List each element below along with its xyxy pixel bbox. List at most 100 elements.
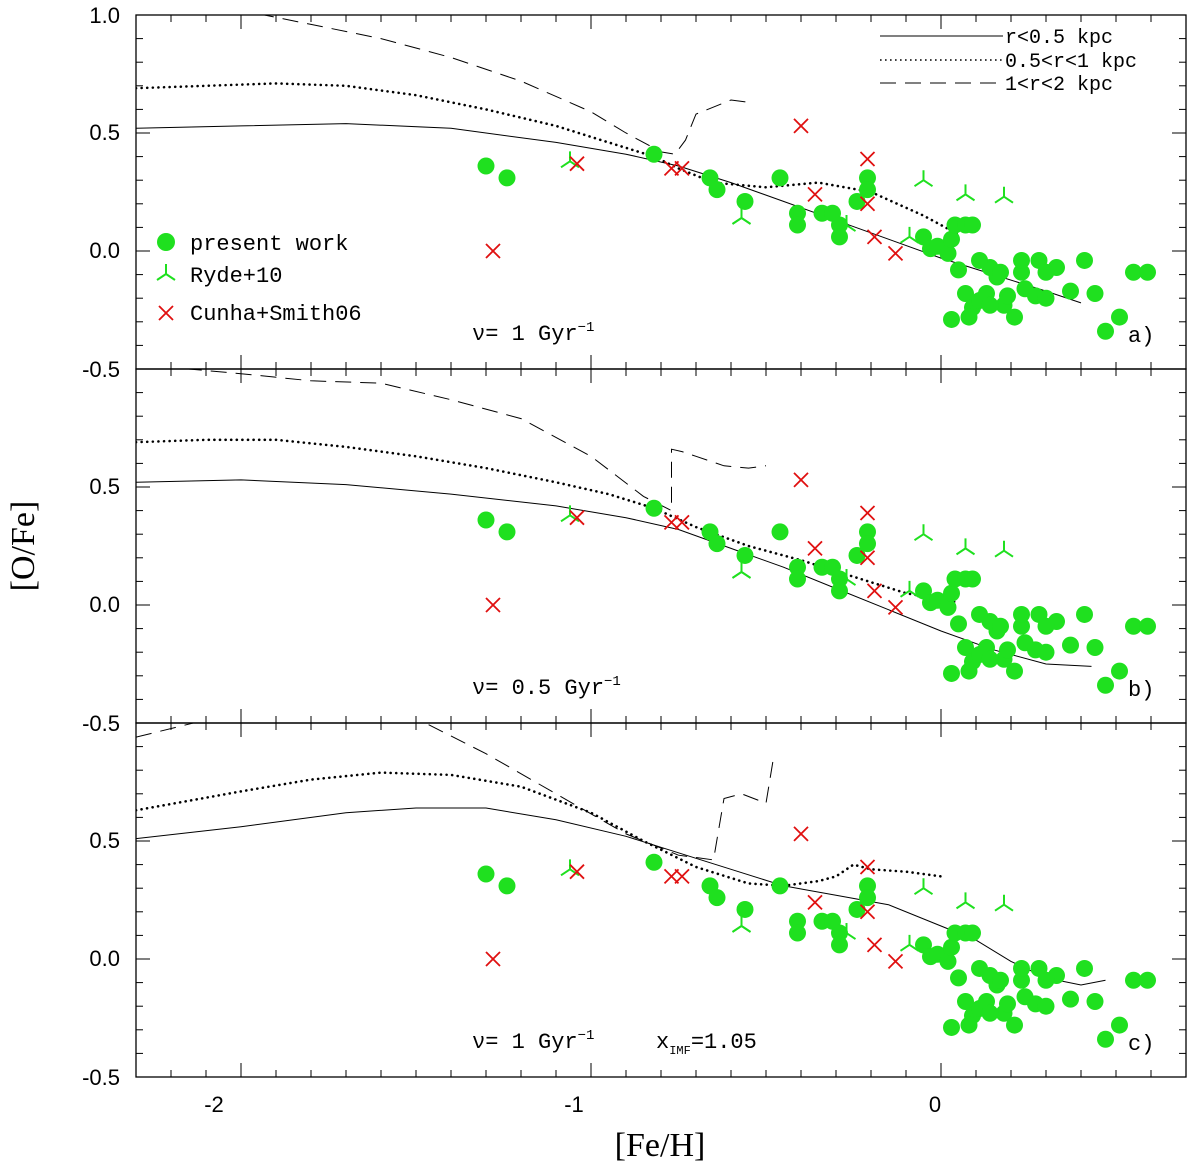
point-present-work-c [736,900,754,918]
point-present-work-b [1139,617,1156,635]
point-present-work-c [1006,1016,1023,1034]
panel-c-nu-annotation: ν= 1 Gyr−1 [472,1028,594,1055]
ytick-label-c-00: 0.0 [89,946,120,971]
model-curve-dotted-a [136,82,960,236]
point-present-work-a [1076,251,1093,269]
point-present-work-a [477,157,495,175]
point-ryde-b [731,561,752,579]
point-present-work-b [1013,605,1030,623]
model-curve-solid-b [136,479,1092,667]
point-cunha-smith-a [887,245,904,261]
point-cunha-smith-c [807,894,823,910]
y-axis-title: [O/Fe] [5,501,42,592]
panel-c-letter: c) [1128,1032,1154,1057]
point-cunha-smith-a [793,118,809,134]
point-present-work-a [999,287,1016,305]
x-axis-title: [Fe/H] [615,1127,706,1163]
point-cunha-smith-b [859,505,876,521]
point-present-work-c [498,877,516,895]
point-cunha-smith-c [887,953,904,969]
point-present-work-b [1076,605,1093,623]
point-ryde-c [955,892,976,910]
point-present-work-c [957,992,974,1010]
point-present-work-b [1097,676,1114,694]
point-present-work-a [971,251,988,269]
axis-ticks [135,14,1187,1078]
point-present-work-b [1006,662,1023,680]
point-present-work-b [477,511,495,529]
panel-c-nu-text: ν= 1 Gyr [472,1030,578,1055]
point-present-work-b [789,558,806,576]
point-ryde-a [913,170,934,188]
panel-c-imf-annotation: xIMF=1.05 [656,1030,757,1058]
point-ryde-c [994,894,1014,912]
point-present-work-b [943,664,960,682]
point-present-work-a [859,181,876,199]
point-present-work-c [1037,971,1055,989]
xtick-label-0: 0 [929,1092,941,1117]
point-present-work-a [943,230,960,248]
point-present-work-a [789,216,806,234]
panel-a-nu-exponent: −1 [578,320,595,336]
ytick-label-a-minus05: -0.5 [82,357,120,382]
point-present-work-c [789,912,806,930]
point-present-work-c [1097,1030,1114,1048]
legend-dashed-label: 1<r<2 kpc [1005,74,1113,97]
point-present-work-b [831,582,848,600]
ytick-label-c-minus05: -0.5 [82,1065,120,1090]
point-present-work-c [1111,1016,1128,1034]
point-ryde-a [836,215,857,232]
point-present-work-c [943,1018,960,1036]
model-curve-dashed-a [261,15,749,155]
point-ryde-a [955,184,976,202]
point-cunha-smith-b [793,472,809,488]
model-curve-dotted-c [136,771,943,888]
xtick-label-minus1: -1 [564,1092,584,1117]
point-present-work-c [943,938,960,956]
point-ryde-a [994,186,1014,204]
point-present-work-c [992,971,1009,989]
point-present-work-b [964,570,981,588]
point-present-work-b [992,617,1009,635]
point-present-work-a [831,228,848,246]
point-cunha-smith-a [859,196,876,212]
point-present-work-a [1006,308,1023,326]
point-present-work-c [477,865,495,883]
panel-a-nu-annotation: ν= 1 Gyr−1 [472,320,594,347]
point-present-work-c [859,889,876,907]
legend-present-work-label: present work [190,232,348,257]
point-cunha-smith-a [674,160,690,177]
point-present-work-a [939,244,957,262]
ytick-label-b-05: 0.5 [89,474,120,499]
point-present-work-b [736,546,754,564]
point-present-work-c [964,924,981,942]
point-cunha-smith-c [569,864,585,880]
point-cunha-smith-b [807,540,823,556]
point-present-work-c [771,877,789,895]
point-present-work-c [1139,971,1156,989]
point-present-work-c [1062,990,1079,1008]
panel-b-letter: b) [1128,678,1154,703]
point-ryde-a [899,226,920,244]
panel-c-nu-exponent: −1 [578,1028,595,1044]
legend-ryde-label: Ryde+10 [190,264,282,289]
legend-solid-label: r<0.5 kpc [1005,27,1113,50]
point-cunha-smith-c [793,826,809,842]
point-present-work-c [999,995,1016,1013]
model-curve-solid-a [136,123,1082,304]
ytick-label-c-05: 0.5 [89,828,120,853]
point-present-work-a [1086,284,1104,302]
point-cunha-smith-c [866,937,883,953]
point-present-work-c [789,924,806,942]
point-present-work-a [1013,251,1030,269]
ytick-label-a-05: 0.5 [89,120,120,145]
point-present-work-a [645,145,663,163]
point-cunha-smith-b [866,583,883,599]
point-cunha-smith-b [674,514,690,531]
point-ryde-c [560,859,580,877]
legend-present-work-marker [157,233,175,251]
panel-b-nu-exponent: −1 [604,674,621,690]
point-ryde-b [560,505,580,523]
point-cunha-smith-c [485,951,501,967]
point-present-work-b [708,535,726,553]
